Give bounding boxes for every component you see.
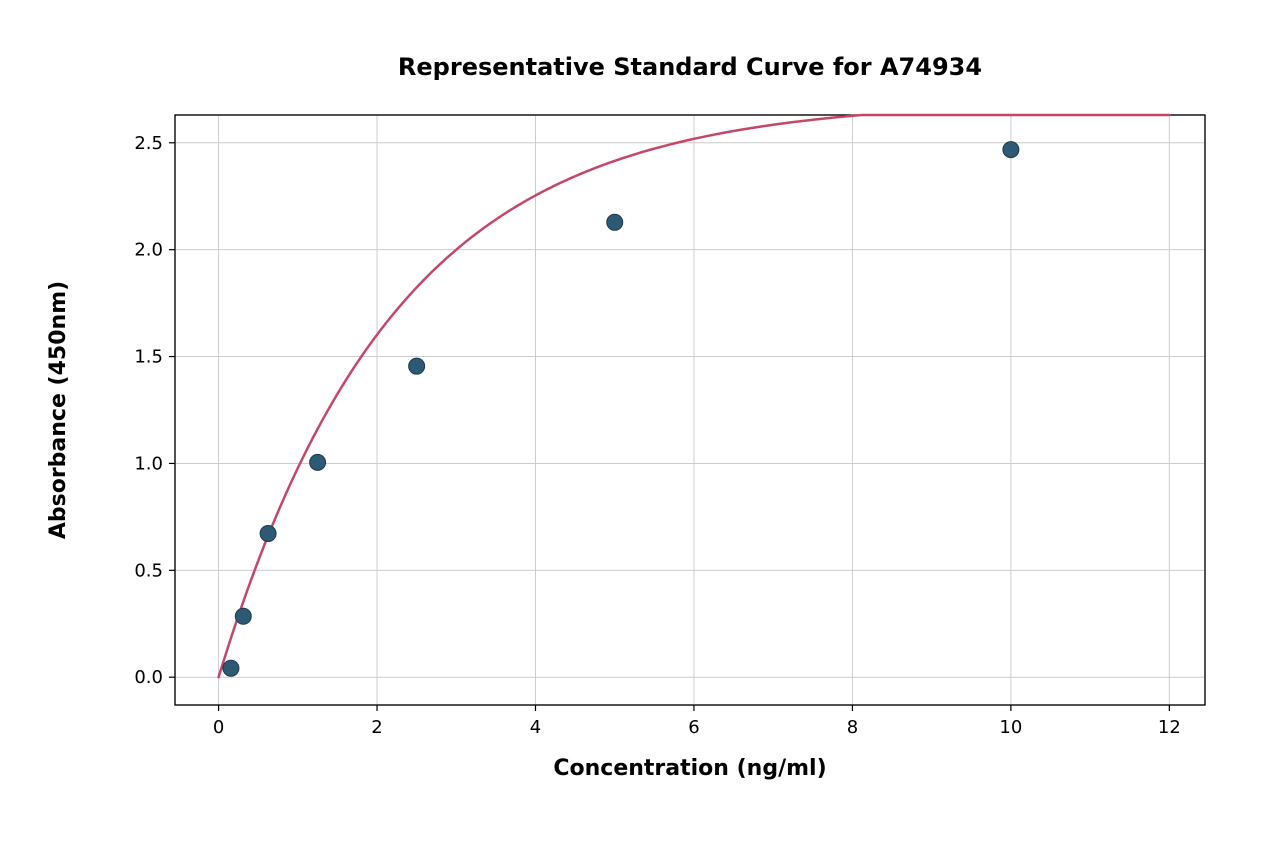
y-tick-label: 1.0 <box>134 453 163 474</box>
x-axis-label: Concentration (ng/ml) <box>553 756 826 781</box>
y-tick-label: 1.5 <box>134 347 163 368</box>
standard-curve-chart: 0 2 4 6 8 10 12 0.0 0.5 1.0 1.5 2.0 2.5 Representativ… <box>0 0 1280 845</box>
x-tick-label: 0 <box>213 717 224 738</box>
data-point <box>409 358 425 374</box>
x-tick-label: 12 <box>1158 717 1181 738</box>
data-point <box>607 214 623 230</box>
x-tick-label: 2 <box>371 717 382 738</box>
data-point <box>235 608 251 624</box>
data-point <box>223 660 239 676</box>
data-point <box>310 454 326 470</box>
y-tick-label: 2.0 <box>134 240 163 261</box>
y-tick-label: 0.5 <box>134 560 163 581</box>
data-point <box>260 526 276 542</box>
x-tick-label: 6 <box>688 717 699 738</box>
x-tick-label: 8 <box>847 717 858 738</box>
chart-container: 0 2 4 6 8 10 12 0.0 0.5 1.0 1.5 2.0 2.5 Representativ… <box>0 0 1280 845</box>
x-tick-label: 10 <box>999 717 1022 738</box>
y-tick-label: 0.0 <box>134 667 163 688</box>
y-tick-label: 2.5 <box>134 133 163 154</box>
y-axis-label: Absorbance (450nm) <box>46 281 71 539</box>
data-point <box>1003 142 1019 158</box>
chart-title: Representative Standard Curve for A74934 <box>398 53 982 81</box>
x-tick-label: 4 <box>530 717 541 738</box>
